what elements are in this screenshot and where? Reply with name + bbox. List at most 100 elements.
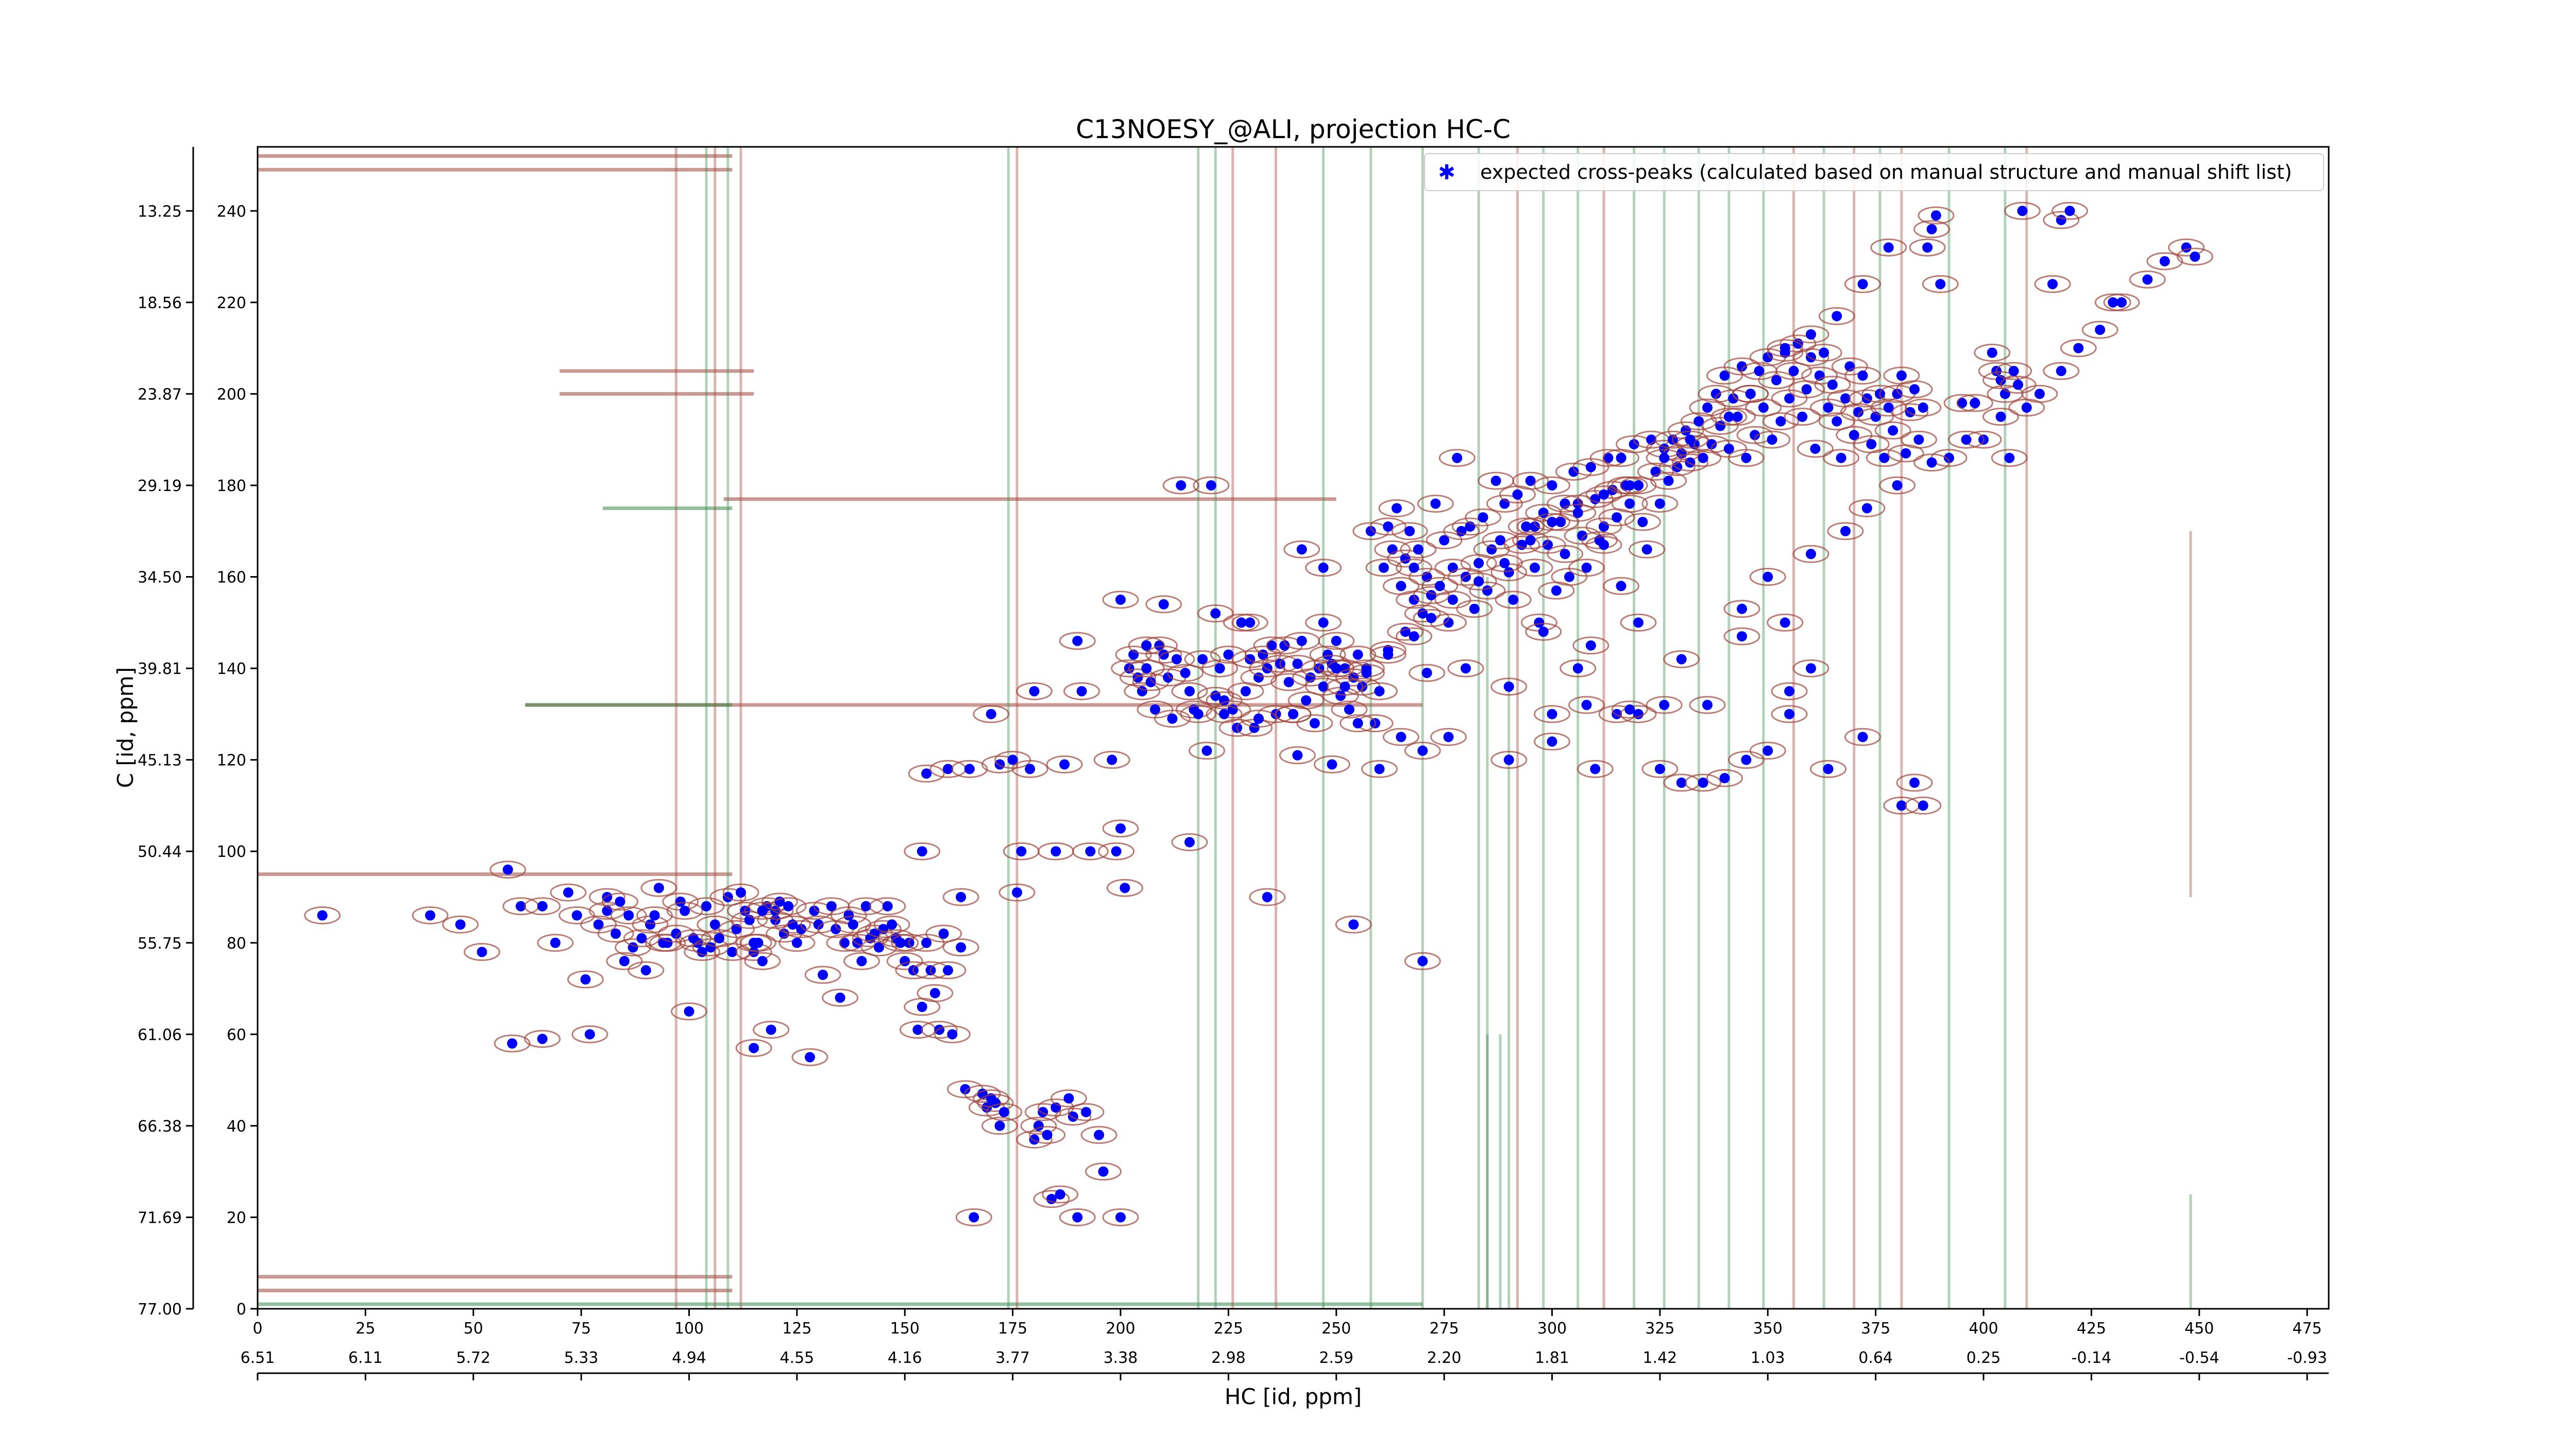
- x-tick-label: 200: [1106, 1320, 1135, 1338]
- peak-contour: [1534, 705, 1570, 723]
- peak-contour: [1810, 760, 1846, 778]
- cross-peak-point: [1262, 891, 1273, 902]
- peak-contour: [1603, 577, 1639, 595]
- peak-contour: [1892, 403, 1929, 421]
- cross-peak-point: [1525, 535, 1536, 546]
- cross-peak-point: [1555, 516, 1566, 527]
- peak-contour: [1685, 773, 1722, 792]
- cross-peak-point: [1599, 539, 1609, 550]
- peak-contour: [1434, 559, 1471, 577]
- cross-peak-point: [1676, 778, 1687, 788]
- cross-peak-point: [826, 901, 837, 912]
- cross-peak-point: [1025, 764, 1036, 774]
- peak-contour: [1059, 1208, 1096, 1226]
- y-ppm-tick-label: 71.69: [138, 1209, 182, 1227]
- y-ppm-tick-label: 39.81: [138, 660, 182, 678]
- x-tick-label: 150: [890, 1320, 920, 1338]
- cross-peak-point: [1572, 663, 1583, 674]
- cross-peak-point: [1728, 393, 1739, 404]
- cross-peak-point: [1750, 430, 1760, 441]
- cross-peak-point: [943, 965, 953, 976]
- peak-contour: [1404, 741, 1441, 760]
- cross-peak-point: [1167, 713, 1178, 724]
- peak-contour: [602, 892, 638, 911]
- peak-contour: [1905, 398, 1942, 417]
- peak-contour: [1732, 384, 1769, 403]
- peak-contour: [1029, 1126, 1066, 1144]
- peak-contour: [1641, 494, 1679, 513]
- cross-peak-point: [1392, 503, 1402, 514]
- y-tick-label: 60: [227, 1026, 246, 1044]
- cross-peak-point: [1067, 1111, 1078, 1122]
- peak-contour: [688, 897, 725, 916]
- cross-peak-point: [1706, 439, 1717, 450]
- x-tick-label: 0: [252, 1320, 262, 1338]
- peak-contour: [1775, 362, 1812, 380]
- cross-peak-point: [1219, 708, 1229, 719]
- peak-contour: [1512, 531, 1549, 550]
- x-ppm-tick-label: 6.51: [241, 1349, 275, 1367]
- peak-contour: [1063, 682, 1100, 700]
- cross-peak-point: [1676, 654, 1687, 665]
- cross-peak-point: [1892, 480, 1903, 491]
- cross-peak-point: [602, 891, 613, 902]
- cross-peak-point: [1930, 210, 1941, 221]
- cross-peak-point: [1473, 558, 1484, 568]
- peak-contour: [1270, 673, 1308, 691]
- peak-contour: [1490, 678, 1528, 696]
- peak-contour: [1318, 659, 1355, 678]
- cross-peak-point: [1085, 846, 1096, 857]
- cross-peak-point: [1197, 654, 1208, 665]
- peak-contour: [1189, 741, 1225, 760]
- cross-peak-point: [1171, 654, 1182, 665]
- peak-contour: [1844, 275, 1881, 293]
- peak-contour: [753, 1020, 790, 1039]
- peak-contour: [1098, 842, 1135, 861]
- peak-contour: [1771, 682, 1808, 700]
- cross-peak-point: [1797, 411, 1808, 422]
- peak-contour: [1451, 517, 1488, 536]
- cross-peak-point: [1150, 704, 1160, 715]
- cross-peak-point: [1616, 581, 1626, 592]
- cross-peak-point: [1490, 476, 1501, 486]
- cross-peak-point: [1823, 402, 1834, 413]
- peak-contour: [1525, 622, 1562, 641]
- peak-contour: [1387, 622, 1424, 641]
- peak-contour: [1629, 540, 1666, 559]
- cross-peak-point: [2108, 297, 2119, 308]
- cross-peak-point: [1335, 690, 1346, 701]
- cross-peak-point: [1538, 627, 1549, 637]
- peak-contour: [1296, 714, 1333, 733]
- cross-peak-point: [1318, 617, 1329, 628]
- cross-peak-point: [1141, 640, 1152, 651]
- peak-contour: [1956, 394, 1993, 412]
- peak-contour: [1534, 513, 1570, 531]
- peak-contour: [1430, 728, 1467, 746]
- cross-peak-point: [1327, 759, 1337, 770]
- cross-peak-point: [912, 1024, 923, 1035]
- peak-contour: [1279, 746, 1316, 765]
- cross-peak-point: [1970, 398, 1980, 409]
- cross-peak-point: [1318, 681, 1329, 692]
- cross-peak-point: [1443, 732, 1454, 743]
- cross-peak-point: [1780, 343, 1790, 353]
- peak-contour: [1158, 650, 1195, 668]
- cross-peak-point: [1685, 457, 1696, 468]
- peak-contour: [1167, 664, 1204, 682]
- peak-contour: [1672, 453, 1708, 472]
- peak-contour: [1646, 696, 1683, 714]
- peak-contour: [571, 1025, 608, 1043]
- x-ppm-tick-label: 1.42: [1642, 1349, 1677, 1367]
- cross-peak-point: [860, 901, 871, 912]
- cross-peak-point: [1857, 370, 1868, 381]
- peak-contour: [684, 943, 721, 961]
- peak-contour: [524, 1030, 561, 1048]
- cross-peak-point: [1283, 677, 1294, 687]
- cross-peak-point: [1827, 379, 1838, 390]
- cross-peak-point: [1120, 883, 1130, 893]
- cross-peak-point: [1909, 778, 1920, 788]
- peak-contour: [1128, 636, 1165, 655]
- y-ppm-tick-label: 29.19: [138, 477, 182, 495]
- cross-peak-point: [684, 1006, 694, 1017]
